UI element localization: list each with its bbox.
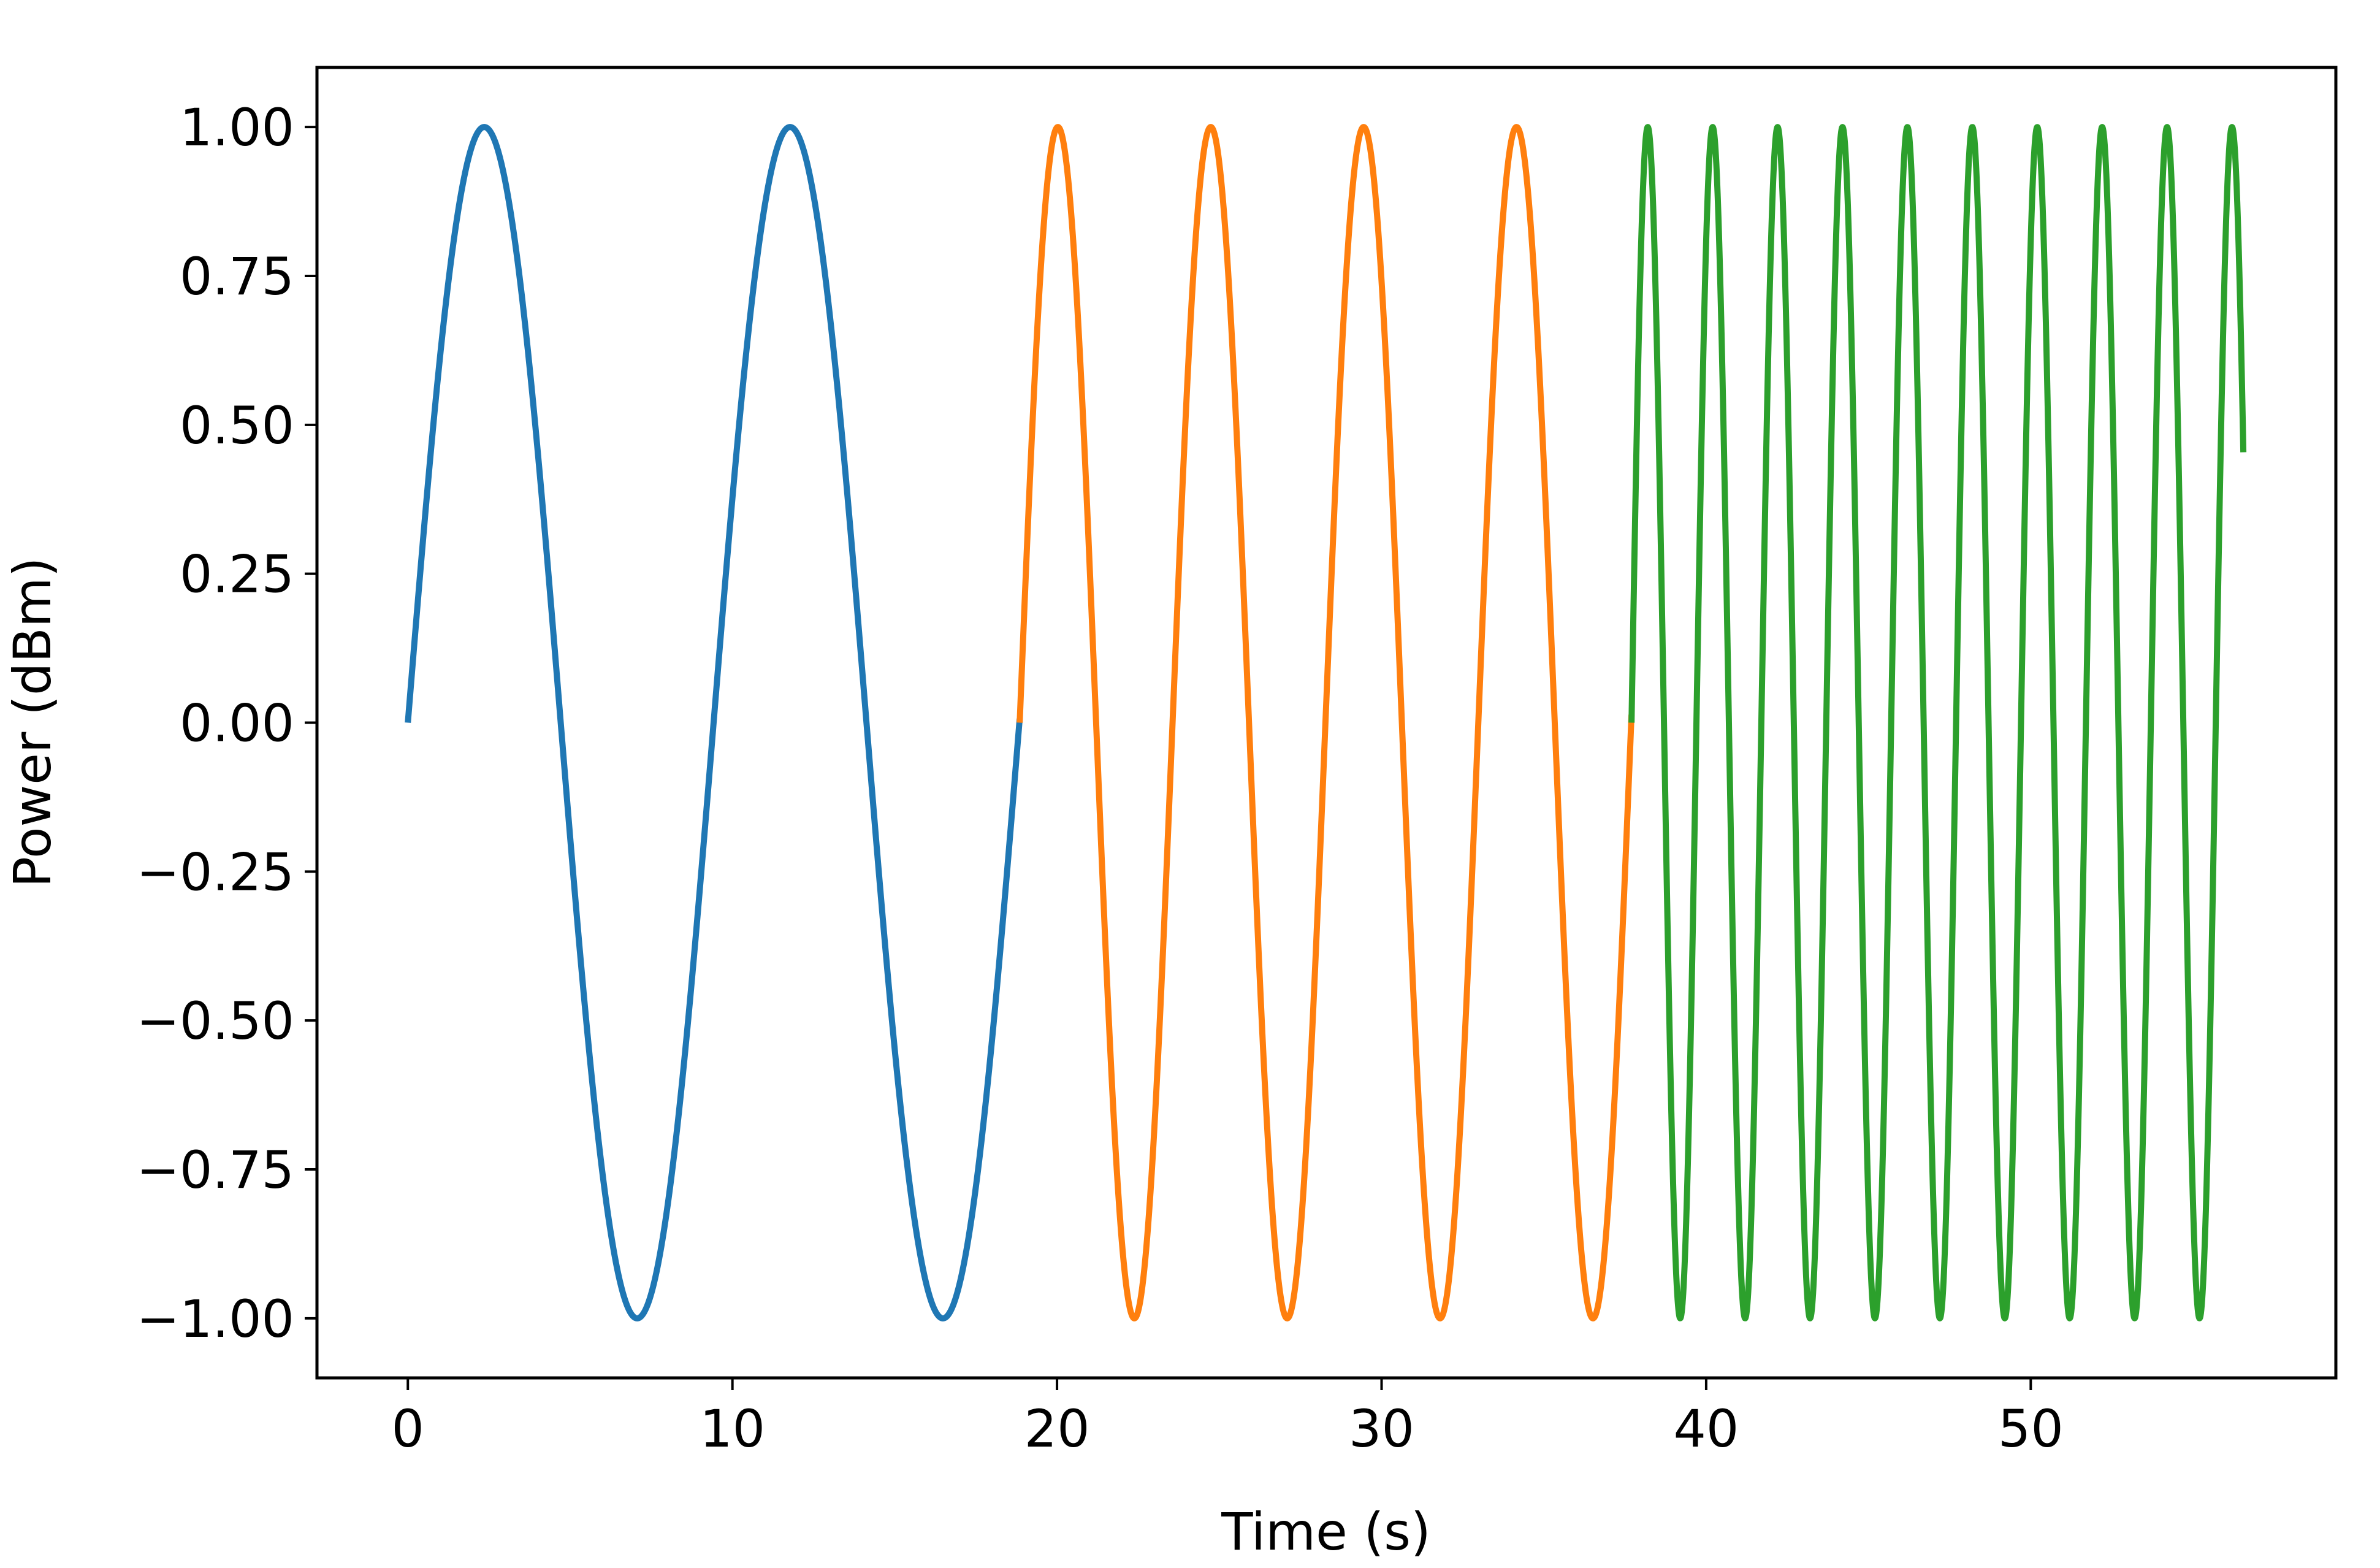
y-tick-label: −1.00 (137, 1289, 294, 1349)
x-tick-label: 20 (1024, 1399, 1090, 1459)
y-tick-label: 0.75 (180, 247, 294, 307)
y-tick-label: −0.75 (137, 1140, 294, 1200)
y-axis-title: Power (dBm) (2, 557, 63, 888)
y-axis-ticks: 1.00 0.75 0.50 0.25 0.00 −0.25 −0.50 −0.75 −1.00 (137, 98, 317, 1349)
y-tick-label: 0.00 (180, 694, 294, 754)
y-tick-label: −0.25 (137, 842, 294, 902)
x-tick-label: 30 (1349, 1399, 1414, 1459)
series-line-2 (1016, 124, 1635, 1321)
y-tick-label: 0.50 (180, 396, 294, 456)
series-layer (405, 124, 2247, 1321)
y-tick-label: 1.00 (180, 98, 294, 158)
series-line-3 (1628, 124, 2247, 1321)
x-tick-label: 40 (1673, 1399, 1739, 1459)
y-tick-label: −0.50 (137, 991, 294, 1051)
y-tick-label: 0.25 (180, 545, 294, 605)
series-line-1 (405, 124, 1023, 1321)
x-tick-label: 10 (700, 1399, 765, 1459)
x-tick-label: 0 (392, 1399, 424, 1459)
x-tick-label: 50 (1998, 1399, 2064, 1459)
x-axis-title: Time (s) (1221, 1502, 1431, 1562)
x-axis-ticks: 0 10 20 30 40 50 (392, 1378, 2064, 1459)
